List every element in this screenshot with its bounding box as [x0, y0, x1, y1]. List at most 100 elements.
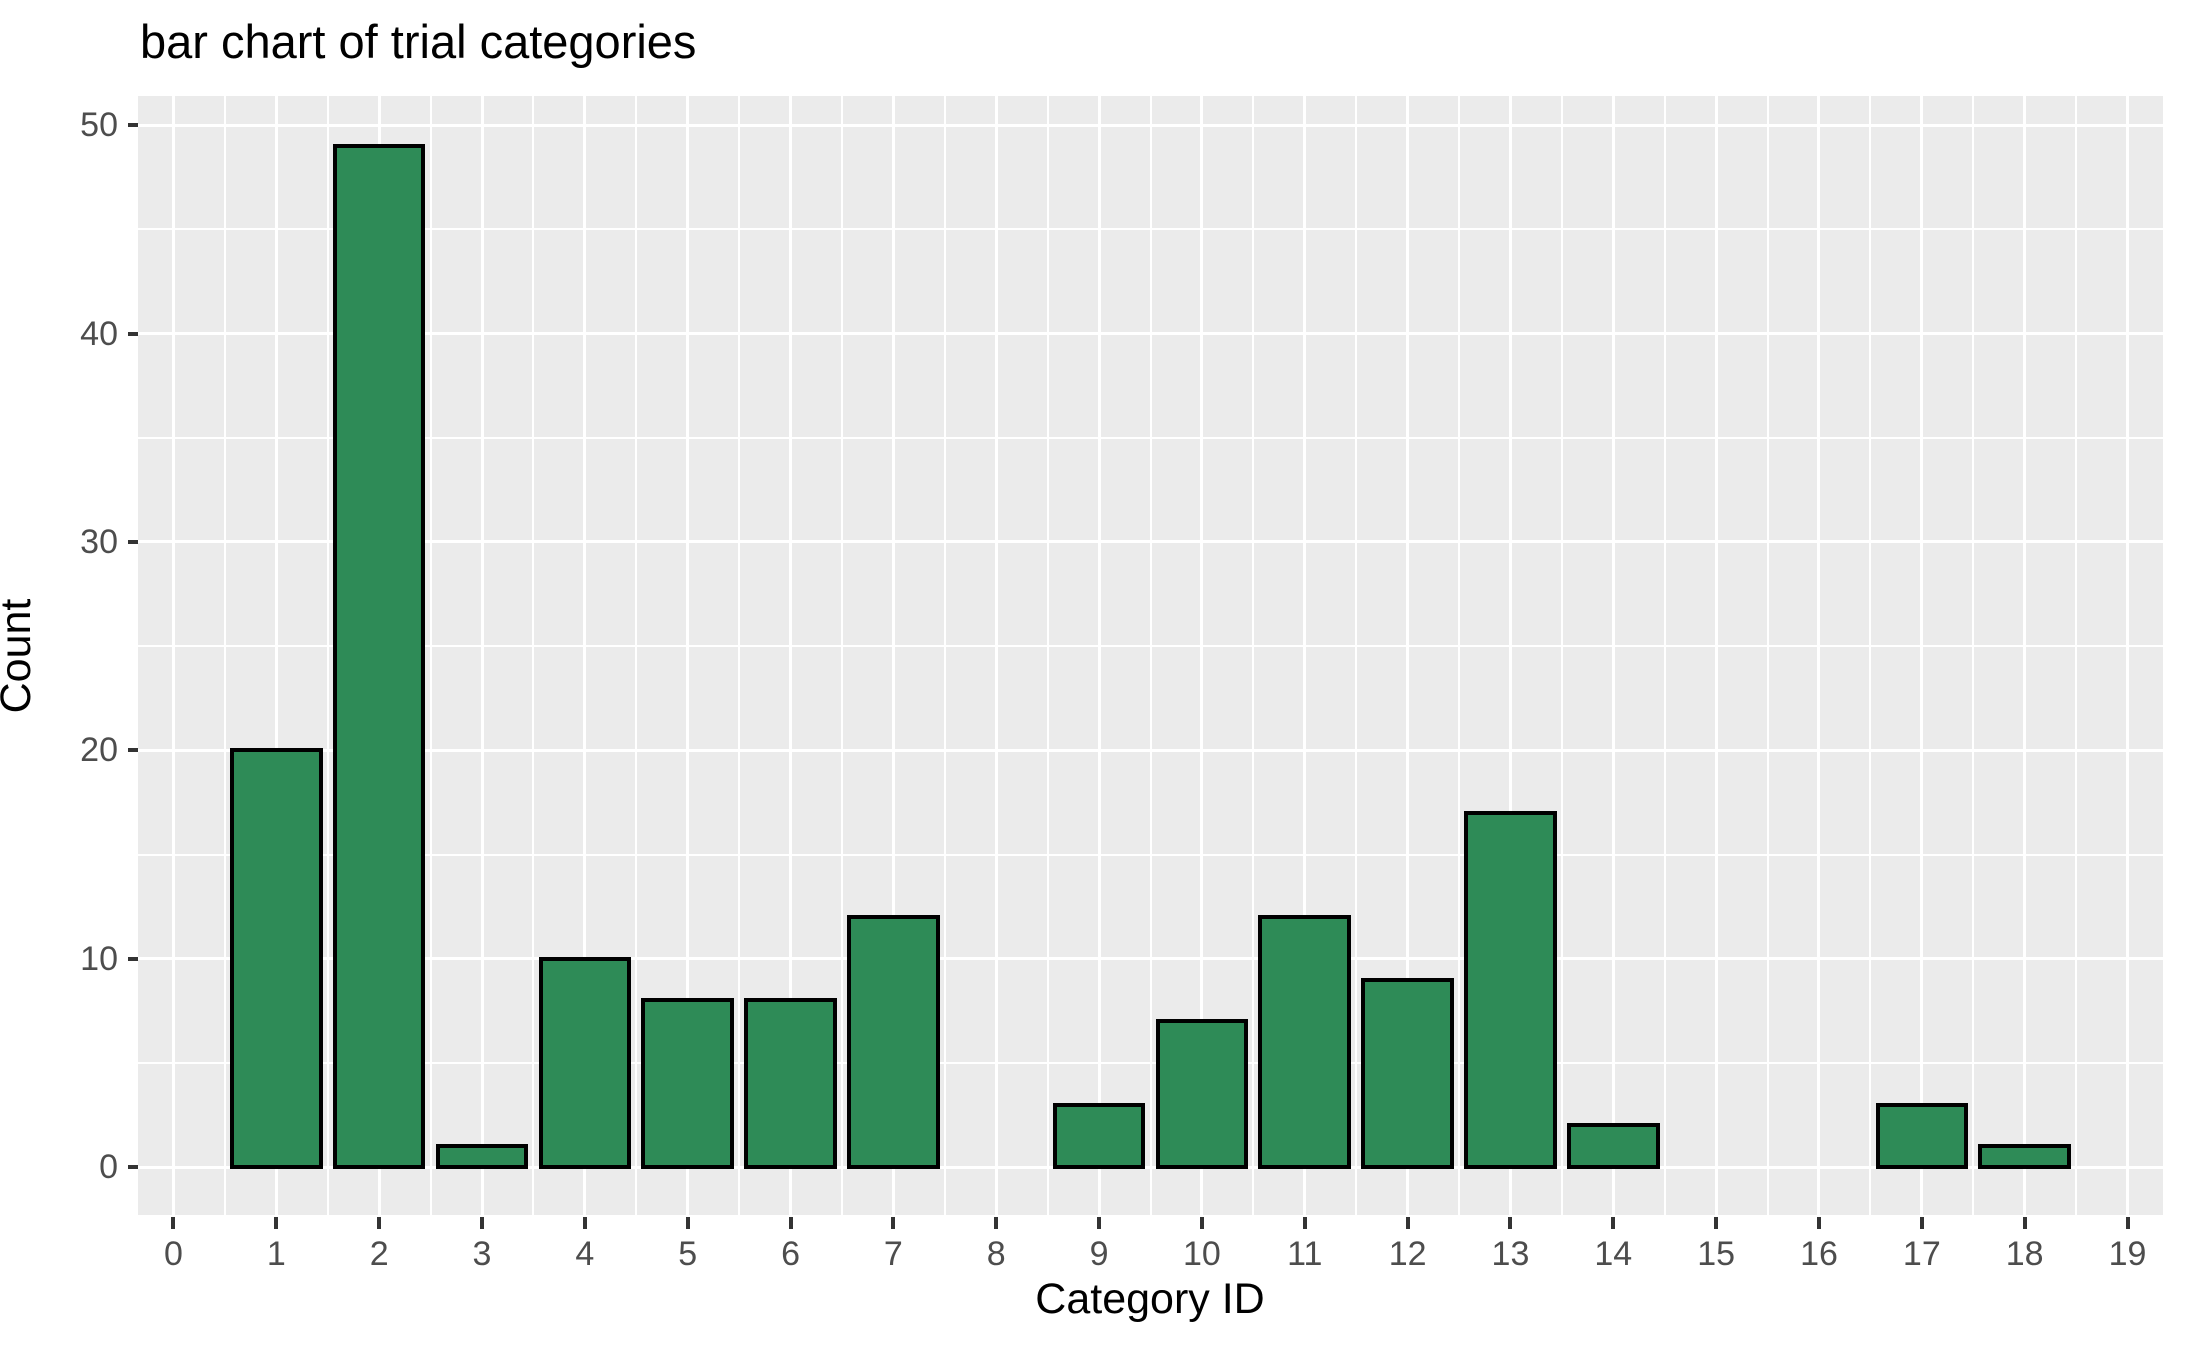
gridline-minor-vertical [532, 96, 535, 1215]
gridline-minor-vertical [1560, 96, 1563, 1215]
gridline-major-horizontal [138, 123, 2163, 127]
gridline-major-vertical [686, 96, 690, 1215]
bar-category-10 [1155, 1019, 1249, 1170]
gridline-major-vertical [1200, 96, 1204, 1215]
x-tick-label: 14 [1594, 1235, 1633, 1273]
x-tick-label: 4 [575, 1235, 595, 1273]
gridline-major-vertical [891, 96, 895, 1215]
x-tick-label: 1 [266, 1235, 286, 1273]
bar-category-2 [332, 144, 426, 1170]
y-tick-label: 0 [99, 1148, 118, 1187]
gridline-minor-vertical [840, 96, 843, 1215]
gridline-minor-vertical [1766, 96, 1769, 1215]
gridline-minor-vertical [1663, 96, 1666, 1215]
bar-category-6 [744, 998, 837, 1170]
gridline-major-vertical [1611, 96, 1615, 1215]
bar-category-1 [230, 748, 323, 1170]
x-tick-mark [274, 1217, 279, 1229]
gridline-minor-vertical [1869, 96, 1872, 1215]
x-tick-label: 10 [1183, 1235, 1221, 1273]
x-tick-label: 9 [1089, 1235, 1109, 1273]
x-tick-label: 2 [369, 1235, 389, 1273]
gridline-minor-vertical [1355, 96, 1358, 1215]
gridline-major-vertical [1508, 96, 1512, 1215]
x-tick-mark [1097, 1217, 1102, 1229]
gridline-major-vertical [1817, 96, 1821, 1215]
bar-category-13 [1464, 810, 1557, 1170]
x-tick-label: 11 [1287, 1235, 1323, 1273]
gridline-major-vertical [1303, 96, 1307, 1215]
x-tick-mark [171, 1217, 176, 1229]
x-tick-label: 16 [1800, 1235, 1838, 1273]
x-tick-mark [1611, 1217, 1616, 1229]
bar-category-12 [1361, 977, 1454, 1170]
gridline-major-vertical [789, 96, 793, 1215]
gridline-major-vertical [1097, 96, 1101, 1215]
x-tick-label: 15 [1697, 1235, 1736, 1273]
x-tick-mark [480, 1217, 484, 1229]
gridline-minor-vertical [2075, 96, 2078, 1215]
x-tick-label: 3 [472, 1235, 492, 1273]
gridline-major-vertical [1406, 96, 1410, 1215]
x-tick-label: 12 [1388, 1235, 1427, 1273]
x-tick-label: 6 [781, 1235, 800, 1273]
gridline-major-vertical [1920, 96, 1924, 1215]
x-tick-mark [1714, 1217, 1719, 1229]
gridline-minor-vertical [1252, 96, 1255, 1215]
y-tick-mark [128, 1165, 138, 1170]
y-tick-mark [128, 539, 138, 544]
chart-title: bar chart of trial categories [140, 15, 697, 68]
bar-category-4 [538, 956, 632, 1170]
x-tick-mark [1919, 1217, 1924, 1229]
x-tick-mark [1405, 1217, 1410, 1229]
gridline-major-vertical [2023, 96, 2027, 1215]
bar-category-3 [435, 1144, 529, 1170]
x-tick-label: 19 [2108, 1235, 2147, 1273]
bar-category-11 [1258, 915, 1352, 1170]
x-tick-mark [788, 1217, 793, 1229]
y-tick-label: 20 [80, 731, 118, 770]
x-tick-mark [582, 1217, 587, 1229]
y-tick-mark [128, 748, 138, 753]
x-tick-label: 13 [1491, 1235, 1530, 1273]
gridline-major-vertical [1714, 96, 1718, 1215]
x-tick-label: 17 [1902, 1235, 1941, 1273]
x-tick-label: 8 [986, 1235, 1006, 1273]
x-tick-label: 18 [2005, 1235, 2044, 1273]
bar-category-14 [1567, 1123, 1660, 1170]
x-tick-label: 7 [883, 1235, 903, 1273]
x-axis-title: Category ID [1035, 1275, 1265, 1323]
gridline-minor-vertical [738, 96, 741, 1215]
x-tick-mark [2125, 1217, 2130, 1229]
gridline-major-horizontal [138, 540, 2163, 544]
gridline-major-vertical [171, 96, 175, 1215]
gridline-major-vertical [2126, 96, 2130, 1215]
bar-category-5 [641, 998, 734, 1170]
gridline-minor-vertical [429, 96, 432, 1215]
y-tick-label: 10 [80, 939, 118, 978]
x-tick-mark [1199, 1217, 1204, 1229]
gridline-major-vertical [274, 96, 278, 1215]
x-tick-mark [377, 1217, 382, 1229]
y-tick-label: 30 [80, 522, 118, 561]
x-tick-label: 0 [164, 1235, 183, 1273]
y-tick-label: 40 [80, 314, 118, 353]
y-axis-title: Count [0, 598, 40, 714]
gridline-major-horizontal [138, 957, 2163, 961]
bar-category-7 [847, 915, 940, 1170]
gridline-major-horizontal [138, 1165, 2163, 1169]
y-tick-mark [128, 123, 138, 128]
gridline-minor-vertical [1972, 96, 1975, 1215]
bar-category-17 [1875, 1102, 1969, 1170]
gridline-major-vertical [583, 96, 587, 1215]
x-tick-label: 5 [678, 1235, 698, 1273]
gridline-major-horizontal [138, 332, 2163, 336]
x-tick-mark [1508, 1217, 1513, 1229]
bar-category-9 [1052, 1102, 1146, 1170]
y-tick-label: 50 [80, 106, 118, 145]
x-tick-mark [994, 1217, 999, 1229]
x-tick-mark [891, 1217, 896, 1229]
gridline-minor-vertical [223, 96, 226, 1215]
y-tick-mark [128, 331, 138, 336]
gridline-minor-vertical [326, 96, 329, 1215]
